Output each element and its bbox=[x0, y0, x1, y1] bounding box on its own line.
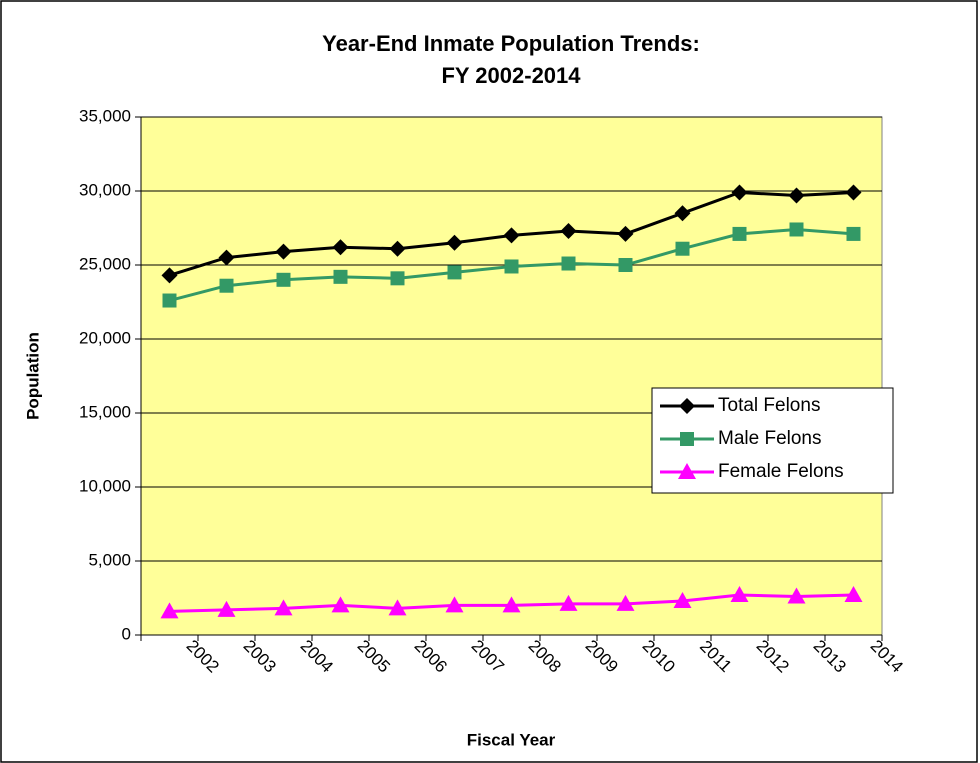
marker bbox=[844, 586, 863, 603]
marker bbox=[503, 227, 520, 244]
marker bbox=[504, 259, 519, 274]
marker bbox=[161, 267, 178, 284]
marker bbox=[678, 463, 696, 479]
y-tick-label: 15,000 bbox=[79, 402, 131, 421]
y-tick-label: 25,000 bbox=[79, 254, 131, 273]
marker bbox=[502, 596, 521, 613]
marker bbox=[332, 239, 349, 256]
marker bbox=[673, 591, 692, 608]
marker bbox=[560, 222, 577, 239]
legend: Total Felons Male Felons Female Felons bbox=[651, 387, 894, 494]
legend-label: Male Felons bbox=[718, 428, 822, 449]
marker bbox=[618, 258, 633, 272]
x-axis-title: Fiscal Year bbox=[467, 730, 556, 749]
marker bbox=[616, 594, 635, 611]
marker bbox=[162, 293, 177, 308]
marker bbox=[561, 256, 576, 271]
marker bbox=[680, 432, 694, 446]
marker bbox=[389, 240, 406, 257]
marker bbox=[446, 234, 463, 251]
marker bbox=[787, 587, 806, 604]
marker bbox=[219, 278, 234, 293]
y-tick-label: 20,000 bbox=[79, 328, 131, 347]
y-tick-label: 30,000 bbox=[79, 180, 131, 199]
y-tick-label: 0 bbox=[122, 624, 131, 643]
marker bbox=[275, 243, 292, 260]
marker bbox=[731, 184, 748, 201]
marker bbox=[390, 271, 405, 286]
marker bbox=[217, 600, 236, 617]
marker bbox=[679, 398, 695, 414]
marker bbox=[732, 226, 747, 241]
legend-label: Female Felons bbox=[718, 461, 844, 482]
marker bbox=[218, 249, 235, 266]
marker bbox=[788, 187, 805, 204]
marker bbox=[789, 222, 804, 237]
y-tick-label: 10,000 bbox=[79, 476, 131, 495]
y-tick-label: 5,000 bbox=[88, 550, 131, 569]
y-tick-label: 35,000 bbox=[79, 106, 131, 125]
marker bbox=[674, 205, 691, 222]
marker bbox=[331, 596, 350, 613]
marker bbox=[730, 586, 749, 603]
marker bbox=[617, 225, 634, 242]
marker bbox=[276, 272, 291, 287]
marker bbox=[160, 602, 179, 619]
marker bbox=[388, 599, 407, 616]
marker bbox=[333, 269, 348, 284]
legend-label: Total Felons bbox=[718, 395, 820, 416]
marker bbox=[447, 265, 462, 280]
chart-title: Year-End Inmate Population Trends: bbox=[322, 31, 700, 56]
chart-title: FY 2002-2014 bbox=[441, 63, 581, 88]
y-axis-title: Population bbox=[23, 332, 42, 420]
marker bbox=[675, 241, 690, 256]
marker bbox=[846, 226, 861, 241]
marker bbox=[845, 184, 862, 201]
marker bbox=[445, 596, 464, 613]
marker bbox=[559, 594, 578, 611]
plot-area bbox=[140, 116, 883, 636]
marker bbox=[274, 599, 293, 616]
